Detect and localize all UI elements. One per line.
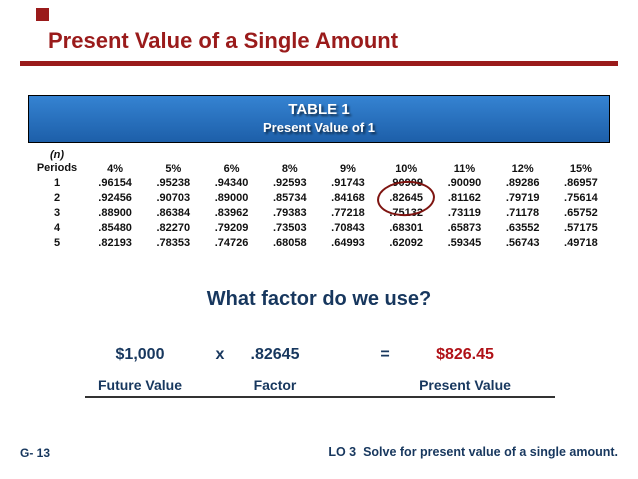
period-cell: 1 [53,177,61,189]
present-value-table: TABLE 1 Present Value of 1 (n) Periods 4… [28,95,610,251]
factor-cell: .63552 [505,222,540,234]
factor-cell: .56743 [505,237,540,249]
table-title: TABLE 1 [288,101,350,118]
factor-cell: .62092 [389,237,424,249]
rate-header: 5% [165,163,182,175]
factor-cell: .59345 [447,237,482,249]
factor-cell: .68301 [389,222,424,234]
table-subtitle: Present Value of 1 [263,120,375,135]
factor-value: .82645 [250,346,300,363]
factor-cell: .92593 [272,177,307,189]
slide-number: G- 13 [20,446,51,460]
rate-header: 15% [569,163,592,175]
periods-header: (n) Periods [28,148,86,176]
factor-cell: .49718 [564,237,598,249]
factor-cell: .95238 [156,177,191,189]
factor-cell: .90909 [389,177,424,189]
factor-cell: .73119 [447,207,481,219]
table-row: 4 .85480 .82270 .79209 .73503 .70843 .68301 .65… [28,221,610,236]
factor-cell: .86957 [564,177,598,189]
factor-cell: .68058 [272,237,307,249]
title-divider [20,61,618,66]
page-title: Present Value of a Single Amount [48,28,399,53]
rate-header: 9% [340,163,356,175]
rate-header: 11% [453,163,476,175]
factor-cell: .82645 [389,192,424,204]
formula: $1,000 x .82645 = $826.45 Future Value F… [85,344,555,398]
factor-cell: .74726 [214,237,249,249]
factor-cell: .65873 [447,222,482,234]
factor-cell: .91743 [331,177,365,189]
factor-cell: .64993 [331,237,365,249]
future-value: $1,000 [115,346,165,363]
factors-table-body: 1 .96154 .95238 .94340 .92593 .91743 .90909 .90… [28,176,610,251]
table-row: 5 .82193 .78353 .74726 .68058 .64993 .62092 .59… [28,236,610,251]
table-row: 3 .88900 .86384 .83962 .79383 .77218 .75132 .73… [28,206,610,221]
factors-head-row: (n) Periods 4% 5% 6% 8% 9% 10% 11% 12% 15% [28,148,610,176]
factor-cell: .89286 [505,177,540,189]
multiply-sign: x [215,346,225,363]
factor-cell: .85480 [98,222,132,234]
factor-cell: .71178 [506,207,540,219]
equals-sign: = [380,346,390,363]
table-row: 2 .92456 .90703 .89000 .85734 .84168 .82645 .81… [28,191,610,206]
factor-cell: .57175 [564,222,598,234]
factor-cell: .70843 [331,222,365,234]
factor-cell: .82270 [156,222,191,234]
factor-cell: .79383 [272,207,307,219]
present-value: $826.45 [436,346,494,363]
factors-table-head: (n) Periods 4% 5% 6% 8% 9% 10% 11% 12% 15% [28,148,610,176]
factor-cell: .90703 [156,192,191,204]
present-value-label: Present Value [419,377,511,393]
factor-cell: .83962 [214,207,249,219]
factor-cell: .92456 [98,192,132,204]
factor-cell: .86384 [156,207,191,219]
factor-cell: .75614 [564,192,598,204]
rate-header: 8% [281,163,298,175]
factor-cell: .94340 [214,177,249,189]
factor-cell: .78353 [156,237,191,249]
rate-header: 10% [395,163,418,175]
table-header-banner: TABLE 1 Present Value of 1 [28,95,610,143]
factor-cell: .89000 [214,192,249,204]
factor-cell: .82193 [98,237,132,249]
periods-header-label: Periods [36,162,78,174]
rate-header: 12% [511,163,534,175]
question-text: What factor do we use? [206,288,432,310]
factor-cell: .84168 [331,192,365,204]
corner-square-decoration [36,8,49,21]
periods-header-n: (n) [49,149,65,161]
rate-header: 4% [107,163,124,175]
rate-header: 6% [223,163,240,175]
factor-cell: .96154 [98,177,132,189]
period-cell: 4 [53,222,61,234]
learning-objective-text: LO 3 Solve for present value of a single… [328,445,618,459]
factor-cell: .81162 [447,192,481,204]
factor-cell: .73503 [272,222,307,234]
factor-cell: .79719 [505,192,540,204]
future-value-label: Future Value [97,377,183,393]
factor-cell: .79209 [214,222,249,234]
factor-cell: .85734 [272,192,307,204]
factor-cell: .65752 [564,207,598,219]
factor-cell: .75132 [389,207,424,219]
table-row: 1 .96154 .95238 .94340 .92593 .91743 .90909 .90… [28,176,610,191]
factor-label: Factor [253,377,297,393]
factor-cell: .88900 [98,207,132,219]
period-cell: 5 [53,237,61,249]
factor-cell: .77218 [331,207,365,219]
factor-cell: .90090 [447,177,482,189]
factors-table: (n) Periods 4% 5% 6% 8% 9% 10% 11% 12% 15% 1 .961… [28,148,610,251]
period-cell: 3 [53,207,61,219]
period-cell: 2 [53,192,61,204]
